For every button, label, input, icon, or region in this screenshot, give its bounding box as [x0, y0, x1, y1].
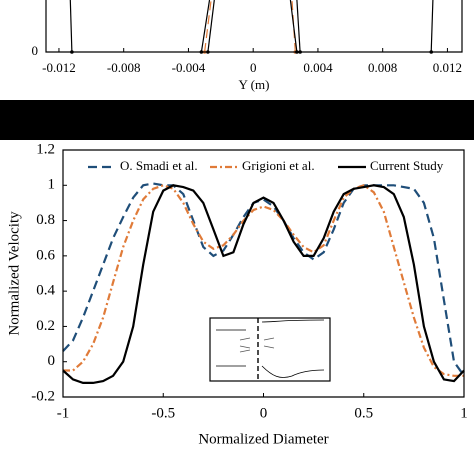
- legend-bg: [208, 158, 238, 176]
- y-tick-label: 1.2: [36, 141, 55, 157]
- legend-label: Grigioni et al.: [242, 158, 315, 173]
- series-line: [62, 182, 465, 377]
- y-tick-label: 0: [32, 43, 39, 58]
- x-tick-label: 0: [260, 405, 268, 421]
- series-line: [69, 0, 73, 53]
- series-line: [289, 0, 298, 53]
- x-tick-label: 0.012: [433, 60, 462, 75]
- plot: -0.012 -0.008 -0.004 0 0.004 0.008 0.012 0 Y (m): [32, 0, 463, 92]
- series-line: [62, 184, 465, 384]
- plot: O. Smadi et al. Grigioni et al. Current St…: [6, 141, 467, 447]
- x-tick-label: -0.004: [172, 60, 206, 75]
- x-tick-label: -0.008: [107, 60, 141, 75]
- y-axis-label: Normalized Velocity: [6, 211, 22, 336]
- y-tick-label: 1: [48, 177, 56, 193]
- series-line: [291, 0, 296, 53]
- x-tick-label: -0.5: [151, 405, 175, 421]
- x-axis-label: Y (m): [239, 77, 270, 92]
- x-tick-label: 0.008: [368, 60, 397, 75]
- legend-label: Current Study: [370, 158, 444, 173]
- series-line: [204, 0, 212, 53]
- y-tick-label: 0.2: [36, 318, 55, 334]
- series-line: [296, 0, 301, 53]
- x-tick-label: 0.5: [354, 405, 373, 421]
- axes-frame: [45, 0, 463, 53]
- legend-label: O. Smadi et al.: [120, 158, 198, 173]
- y-tick-label: 0.6: [36, 247, 55, 263]
- x-tick-label: -0.012: [42, 60, 76, 75]
- y-tick-label: 0.4: [36, 283, 55, 299]
- x-tick-label: 0: [250, 60, 257, 75]
- x-tick-label: 0.004: [303, 60, 333, 75]
- x-axis-label: Normalized Diameter: [198, 431, 328, 447]
- y-tick-label: 0: [48, 353, 56, 369]
- divider-band: [0, 100, 474, 140]
- x-tick-label: 1: [460, 405, 468, 421]
- series-line: [207, 0, 215, 53]
- legend-bg: [86, 158, 116, 176]
- inset-schematic: [209, 317, 331, 382]
- series-line: [430, 0, 434, 53]
- x-tick-label: -1: [57, 405, 70, 421]
- y-tick-label: -0.2: [31, 388, 55, 404]
- series-line: [200, 0, 211, 53]
- y-tick-label: 0.8: [36, 212, 55, 228]
